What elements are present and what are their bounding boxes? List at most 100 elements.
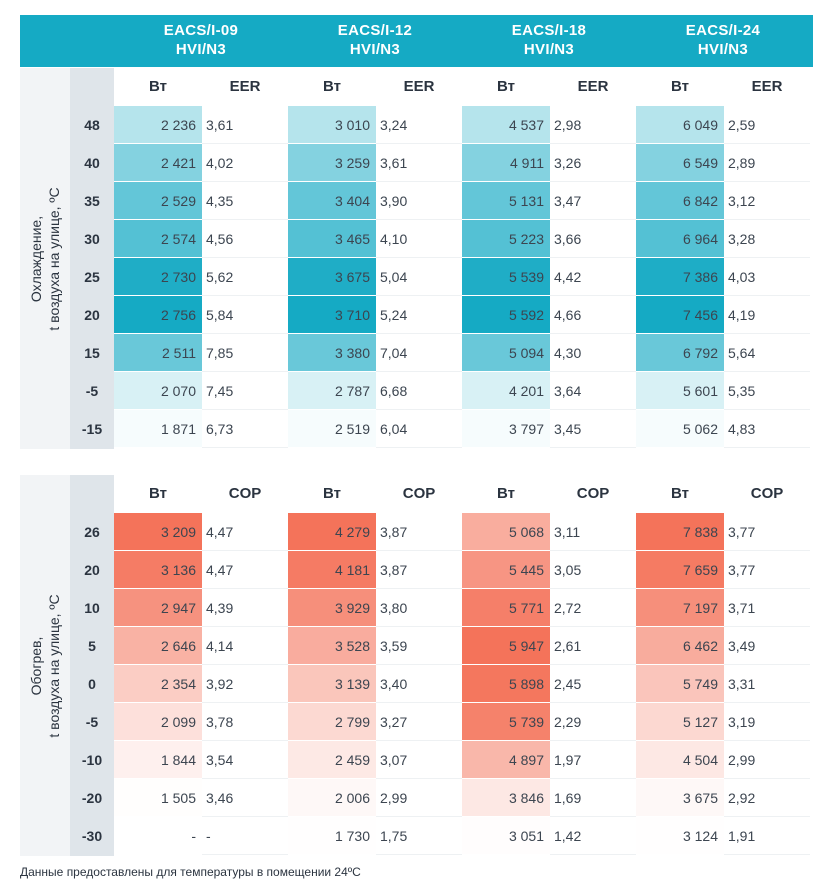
power-cell: 4 537 [462,106,550,144]
power-cell: 5 445 [462,551,550,589]
power-cell: 3 675 [636,779,724,817]
table-row: 48 2 236 3,61 3 010 3,24 4 537 2,98 6 049 2,59 [70,106,810,144]
temperature-label: -10 [81,752,103,768]
temperature-label: 48 [84,117,100,133]
cop-cell: 3,71 [724,589,810,627]
power-cell: 1 505 [114,779,202,817]
power-cell: 2 459 [288,741,376,779]
eer-cell: 3,24 [376,106,462,144]
eer-cell: 7,04 [376,334,462,372]
footnote: Данные предоставлены для температуры в п… [20,865,361,879]
power-cell: 5 068 [462,513,550,551]
power-cell: 5 601 [636,372,724,410]
cop-cell: 2,61 [550,627,636,665]
eer-cell: 6,04 [376,410,462,448]
cop-cell: 2,72 [550,589,636,627]
eer-cell: 4,02 [202,144,288,182]
power-cell: 3 136 [114,551,202,589]
eer-cell: 4,56 [202,220,288,258]
power-cell: 4 911 [462,144,550,182]
power-cell: 5 898 [462,665,550,703]
cop-cell: 2,99 [724,741,810,779]
power-cell: 7 386 [636,258,724,296]
cooling-column-headers: Вт EER Вт EER Вт EER Вт EER [70,68,810,106]
power-header: Вт [323,78,341,95]
power-cell: 4 897 [462,741,550,779]
eer-cell: 3,47 [550,182,636,220]
power-cell: 3 380 [288,334,376,372]
eer-cell: 4,83 [724,410,810,448]
cop-header: COP [576,485,610,502]
eer-cell: 7,45 [202,372,288,410]
heating-axis-label: Обогрев, t воздуха на улице, ºC [28,593,62,738]
temperature-label: 10 [84,600,100,616]
power-cell: 2 947 [114,589,202,627]
cop-cell: 3,92 [202,665,288,703]
cop-cell: 3,59 [376,627,462,665]
power-cell: 5 223 [462,220,550,258]
cooling-side-label: Охлаждение, t воздуха на улице, ºC [20,68,70,449]
power-cell: 3 675 [288,258,376,296]
power-cell: 3 404 [288,182,376,220]
cop-cell: 3,31 [724,665,810,703]
cop-cell: 3,19 [724,703,810,741]
temperature-label: -5 [85,383,99,399]
power-cell: 5 094 [462,334,550,372]
power-header: Вт [149,485,167,502]
power-cell: 6 964 [636,220,724,258]
power-cell: 6 049 [636,106,724,144]
temperature-label: 30 [84,231,100,247]
cop-cell: 3,11 [550,513,636,551]
power-cell: 3 797 [462,410,550,448]
cop-cell: 3,49 [724,627,810,665]
cop-cell: 4,47 [202,551,288,589]
power-cell: 6 792 [636,334,724,372]
table-row: 20 2 756 5,84 3 710 5,24 5 592 4,66 7 456 4,19 [70,296,810,334]
table-row: 10 2 947 4,39 3 929 3,80 5 771 2,72 7 197 3,71 [70,589,810,627]
eer-cell: 3,61 [376,144,462,182]
table-row: 15 2 511 7,85 3 380 7,04 5 094 4,30 6 792 5,64 [70,334,810,372]
power-cell: 2 236 [114,106,202,144]
eer-cell: 4,03 [724,258,810,296]
power-cell: 3 010 [288,106,376,144]
power-cell: 4 201 [462,372,550,410]
power-cell: 4 279 [288,513,376,551]
table-row: 40 2 421 4,02 3 259 3,61 4 911 3,26 6 549 2,89 [70,144,810,182]
table-row: 26 3 209 4,47 4 279 3,87 5 068 3,11 7 838 3,77 [70,513,810,551]
cop-header: COP [750,485,784,502]
temperature-label: 5 [88,638,96,654]
cop-cell: 1,91 [724,817,810,855]
eer-header: EER [751,78,783,95]
power-cell: 5 947 [462,627,550,665]
table-row: 0 2 354 3,92 3 139 3,40 5 898 2,45 5 749 3,31 [70,665,810,703]
temperature-label: 20 [84,562,100,578]
eer-cell: 3,64 [550,372,636,410]
models-header: EACS/I-09 HVI/N3 EACS/I-12 HVI/N3 EACS/I… [20,15,813,67]
cop-cell: 1,97 [550,741,636,779]
eer-cell: 3,90 [376,182,462,220]
power-header: Вт [149,78,167,95]
power-cell: 2 070 [114,372,202,410]
eer-cell: 3,26 [550,144,636,182]
power-cell: 7 456 [636,296,724,334]
power-cell: 3 528 [288,627,376,665]
cop-cell: 3,87 [376,513,462,551]
power-cell: 2 529 [114,182,202,220]
power-cell: 7 659 [636,551,724,589]
eer-header: EER [403,78,435,95]
eer-cell: 2,89 [724,144,810,182]
power-cell: 6 462 [636,627,724,665]
cop-cell: 4,14 [202,627,288,665]
cop-cell: 3,07 [376,741,462,779]
cop-cell: - [202,817,288,855]
power-cell: 2 099 [114,703,202,741]
power-cell: 2 730 [114,258,202,296]
model-header-1: EACS/I-09 HVI/N3 [163,22,239,58]
eer-cell: 3,66 [550,220,636,258]
temperature-label: 35 [84,193,100,209]
eer-cell: 4,35 [202,182,288,220]
power-cell: 5 592 [462,296,550,334]
eer-cell: 5,35 [724,372,810,410]
temperature-label: 0 [88,676,96,692]
model-header-3: EACS/I-18 HVI/N3 [511,22,587,58]
